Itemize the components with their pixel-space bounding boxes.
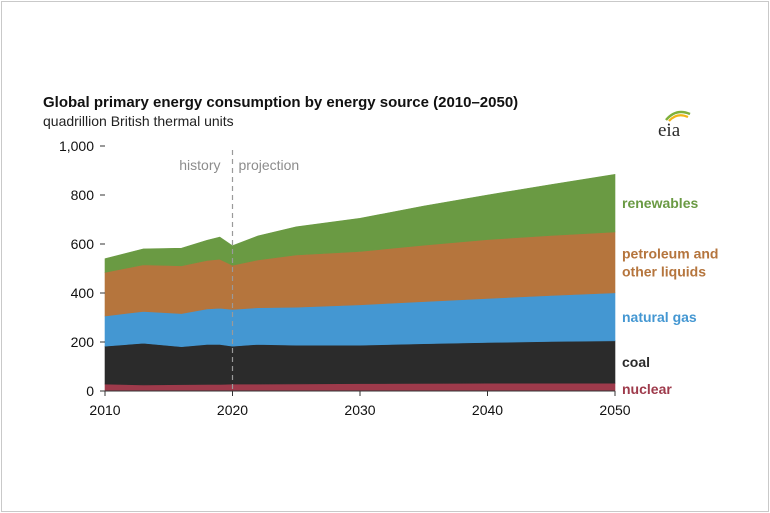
- areas-layer: [104, 174, 616, 392]
- x-tick-label: 2010: [89, 402, 120, 418]
- series-label-renewables: renewables: [622, 195, 698, 211]
- y-tick-label: 1,000: [59, 138, 94, 154]
- chart-subtitle: quadrillion British thermal units: [43, 113, 234, 129]
- eia-logo: eia: [658, 110, 691, 139]
- series-label-natural-gas: natural gas: [622, 309, 697, 325]
- series-label-petroleum-and-other-liquids: petroleum and other liquids: [622, 245, 718, 279]
- x-tick-label: 2030: [344, 402, 375, 418]
- x-tick-label: 2040: [472, 402, 503, 418]
- history-label: history: [179, 157, 220, 173]
- y-tick-label: 0: [86, 383, 94, 399]
- area-renewables: [104, 174, 616, 273]
- y-tick-label: 800: [71, 187, 95, 203]
- y-tick-label: 600: [71, 236, 95, 252]
- area-coal: [104, 340, 616, 386]
- axis-layer: 0 200 400 600 800 1,000 2010 2020 2030 2040 2050 hi…: [59, 138, 631, 418]
- series-label-layer: nuclear coal natural gas petroleum and other…: [622, 195, 718, 397]
- y-tick-label: 200: [71, 334, 95, 350]
- x-tick-label: 2020: [217, 402, 248, 418]
- x-tick-label: 2050: [599, 402, 630, 418]
- y-tick-label: 400: [71, 285, 95, 301]
- projection-label: projection: [239, 157, 300, 173]
- series-label-nuclear: nuclear: [622, 381, 672, 397]
- svg-text:eia: eia: [658, 120, 681, 139]
- chart-title: Global primary energy consumption by ene…: [43, 94, 519, 111]
- series-label-coal: coal: [622, 354, 650, 370]
